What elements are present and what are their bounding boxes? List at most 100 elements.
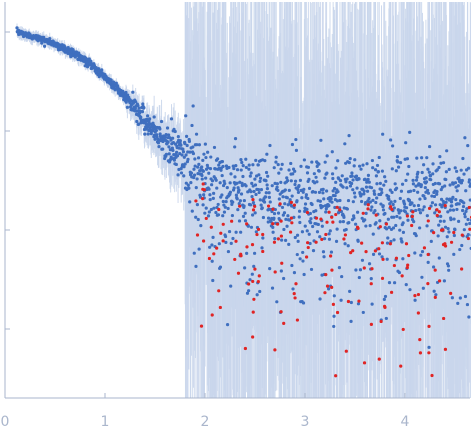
data-point xyxy=(195,143,199,147)
data-point xyxy=(161,147,165,151)
data-point xyxy=(374,174,378,178)
data-point xyxy=(283,188,287,192)
outlier-point xyxy=(405,214,410,218)
data-point xyxy=(322,255,326,259)
data-point xyxy=(164,132,168,137)
data-point xyxy=(233,137,238,141)
data-point xyxy=(289,161,293,166)
data-point xyxy=(436,234,440,238)
data-point xyxy=(426,260,430,264)
data-point xyxy=(401,257,405,261)
data-point xyxy=(286,214,290,218)
data-point xyxy=(370,158,375,163)
data-point xyxy=(375,182,379,186)
data-point xyxy=(329,250,334,254)
data-point xyxy=(463,294,468,299)
data-point xyxy=(337,266,341,270)
outlier-point xyxy=(239,254,243,258)
data-point xyxy=(467,315,471,319)
data-point xyxy=(188,150,192,154)
data-point xyxy=(204,206,208,210)
data-point xyxy=(367,262,372,266)
outlier-point xyxy=(245,245,249,249)
data-point xyxy=(192,173,197,177)
data-point xyxy=(331,176,335,181)
outlier-point xyxy=(289,216,293,220)
data-point xyxy=(285,176,289,180)
data-point xyxy=(195,203,200,207)
data-point xyxy=(264,195,268,199)
data-point xyxy=(170,156,174,161)
data-point xyxy=(254,158,258,162)
outlier-point xyxy=(392,263,396,268)
data-point xyxy=(419,183,423,187)
data-point xyxy=(345,207,349,211)
data-point xyxy=(437,182,442,186)
data-point xyxy=(401,221,405,225)
x-tick-label: 3 xyxy=(301,414,310,430)
data-point xyxy=(293,169,297,173)
data-point xyxy=(234,164,238,168)
data-point xyxy=(294,137,298,142)
data-point xyxy=(416,203,421,208)
data-point xyxy=(407,164,411,169)
data-point xyxy=(371,252,376,256)
data-point xyxy=(225,323,230,327)
data-point xyxy=(245,251,249,255)
data-point xyxy=(224,200,228,204)
outlier-point xyxy=(388,242,392,246)
data-point xyxy=(184,181,188,185)
data-point xyxy=(148,117,152,121)
data-point xyxy=(391,144,395,148)
data-point xyxy=(164,152,168,156)
data-point xyxy=(312,172,316,176)
data-point xyxy=(368,224,372,228)
data-point xyxy=(356,302,361,306)
data-point xyxy=(443,225,448,229)
data-point xyxy=(233,175,237,179)
outlier-point xyxy=(199,324,204,328)
data-point xyxy=(398,161,403,165)
data-point xyxy=(398,228,402,232)
data-point xyxy=(395,214,399,219)
x-tick-label: 1 xyxy=(101,414,110,430)
outlier-point xyxy=(411,210,415,214)
data-point xyxy=(146,132,150,136)
data-point xyxy=(235,181,239,185)
outlier-point xyxy=(217,289,221,293)
outlier-point xyxy=(261,249,265,254)
data-point xyxy=(237,188,241,192)
data-point xyxy=(228,181,232,185)
outlier-point xyxy=(271,207,275,211)
data-point xyxy=(429,204,433,208)
data-point xyxy=(462,201,466,205)
data-point xyxy=(362,192,366,196)
data-point xyxy=(373,208,377,213)
data-point xyxy=(266,216,271,220)
data-point xyxy=(364,185,369,189)
data-point xyxy=(373,168,378,172)
data-point xyxy=(330,150,334,154)
data-point xyxy=(184,153,188,157)
data-point xyxy=(432,194,437,199)
outlier-point xyxy=(325,284,330,288)
data-point xyxy=(183,141,187,146)
data-point xyxy=(365,162,369,166)
data-point xyxy=(208,166,213,171)
data-point xyxy=(369,208,373,212)
data-point xyxy=(464,222,468,226)
data-point xyxy=(322,197,326,201)
data-point xyxy=(296,190,301,195)
data-point xyxy=(385,227,389,231)
data-point xyxy=(143,132,147,136)
data-point xyxy=(438,219,443,223)
data-point xyxy=(425,156,429,160)
outlier-point xyxy=(338,208,342,212)
outlier-point xyxy=(306,241,310,245)
data-point xyxy=(336,159,340,163)
data-point xyxy=(125,105,130,109)
outlier-point xyxy=(405,266,409,270)
data-point xyxy=(340,274,344,279)
data-point xyxy=(381,204,385,208)
outlier-point xyxy=(273,348,277,352)
